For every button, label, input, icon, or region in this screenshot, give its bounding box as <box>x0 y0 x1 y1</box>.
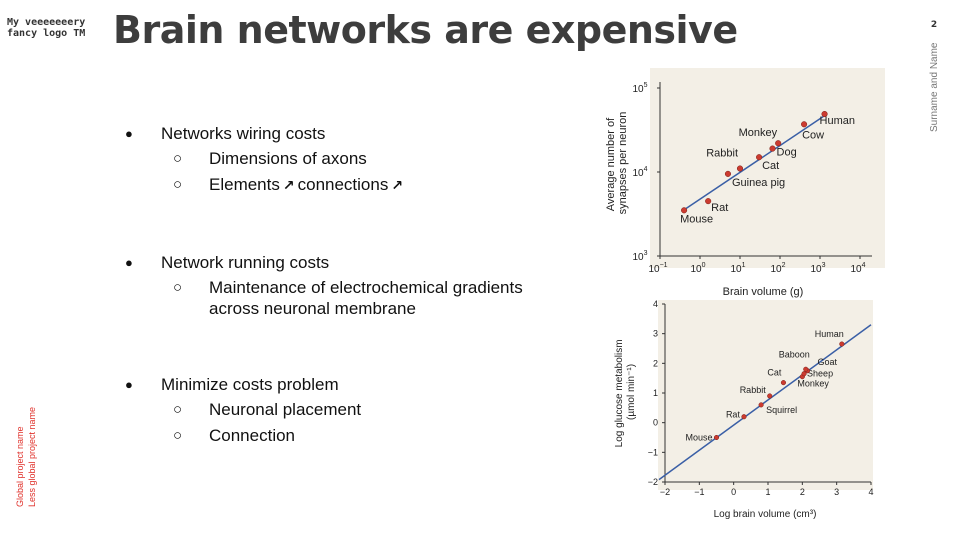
sub-bullet-gradients: Maintenance of electrochemical gradients… <box>173 277 569 319</box>
logo: My veeeeeeery fancy logo TM <box>7 17 107 39</box>
bullet-minimize-costs: Minimize costs problem <box>125 375 339 395</box>
elements-label: Elements <box>209 175 280 194</box>
chart1-background <box>650 68 885 268</box>
chart1-y-axis-label-line1: Average number of <box>605 117 617 211</box>
author-name: Surname and Name <box>929 42 940 133</box>
chart2-y-tick-label: 2 <box>653 358 658 368</box>
sub-bullet-connection: Connection <box>173 426 295 446</box>
chart2-point-sheep <box>801 371 807 377</box>
chart1-x-tick-label: 10−1 <box>648 262 667 275</box>
chart1-x-tick-label: 101 <box>730 262 745 275</box>
chart2-y-tick-label: −2 <box>648 477 658 487</box>
chart1-x-tick-label: 100 <box>690 262 705 275</box>
chart2-point-rabbit <box>767 393 773 399</box>
chart2-y-tick-label: 1 <box>653 388 658 398</box>
chart2-x-tick-label: 2 <box>800 487 805 497</box>
chart1-y-axis-label-line2: synapses per neuron <box>617 112 629 215</box>
chart1-label-mouse: Mouse <box>680 213 713 225</box>
bullet-wiring-costs: Networks wiring costs <box>125 124 325 144</box>
chart1-point-human <box>821 110 828 118</box>
chart2-y-axis-label-line2: (µmol min⁻¹) <box>626 364 637 420</box>
chart1-label-cat: Cat <box>762 160 779 172</box>
chart1-point-rabbit <box>736 165 744 172</box>
chart2-point-cat <box>780 380 786 386</box>
chart2-label-goat: Goat <box>817 357 837 367</box>
chart2-y-tick-label: 3 <box>653 329 658 339</box>
chart1-label-guinea-pig: Guinea pig <box>732 177 785 189</box>
chart2-point-baboon <box>803 366 809 372</box>
chart2-y-axis-label-line1: Log glucose metabolism <box>614 339 625 447</box>
chart2-point-mouse <box>713 434 720 441</box>
chart2-label-monkey: Monkey <box>797 379 829 389</box>
chart1-fit-line <box>681 113 828 212</box>
chart1-point-cow <box>801 121 808 128</box>
chart2-y-tick-label: −1 <box>648 447 658 457</box>
chart2-x-tick-label: −2 <box>660 487 670 497</box>
chart1-point-monkey <box>775 140 782 147</box>
chart1-point-rat <box>705 198 712 205</box>
bullet-running-costs: Network running costs <box>125 253 329 273</box>
glucose-vs-brain-volume-chart: −2 −1 0 1 2 3 4 −2 −1 0 1 2 3 4 Mouse Rat Squirrel Rabbit… <box>614 299 874 520</box>
connections-label: connections <box>297 175 389 194</box>
chart2-y-tick-label: 0 <box>653 418 658 428</box>
chart2-y-tick-label: 4 <box>653 299 658 309</box>
chart1-x-tick-label: 103 <box>810 262 825 275</box>
chart1-x-tick-label: 102 <box>770 262 785 275</box>
chart2-x-tick-label: 4 <box>868 487 873 497</box>
chart1-point-cat <box>756 154 763 161</box>
chart1-label-rat: Rat <box>711 202 728 214</box>
project-name: Global project name <box>15 426 25 507</box>
chart2-point-rat <box>741 414 747 420</box>
arrow-up-right-icon: ↗ <box>391 177 404 193</box>
logo-line-2: fancy logo TM <box>7 28 86 39</box>
chart2-background <box>658 300 873 490</box>
chart2-label-cat: Cat <box>767 368 782 378</box>
sub-project-name: Less global project name <box>27 406 37 507</box>
chart2-x-tick-label: 0 <box>731 487 736 497</box>
chart2-x-tick-label: 1 <box>765 487 770 497</box>
chart1-y-tick-label: 105 <box>632 82 647 95</box>
chart1-label-monkey: Monkey <box>739 127 778 139</box>
chart2-label-squirrel: Squirrel <box>766 405 797 415</box>
chart2-point-squirrel <box>758 402 764 408</box>
sub-bullet-axon-dimensions: Dimensions of axons <box>173 149 367 169</box>
chart2-y-axis-label: Log glucose metabolism (µmol min⁻¹) <box>614 337 637 448</box>
chart2-x-tick-label: 3 <box>834 487 839 497</box>
slide-title: Brain networks are expensive <box>113 8 738 52</box>
chart2-label-rabbit: Rabbit <box>740 385 767 395</box>
sub-bullet-neuronal-placement: Neuronal placement <box>173 400 361 420</box>
chart1-y-axis-label: Average number of synapses per neuron <box>605 112 629 215</box>
chart1-label-human: Human <box>820 115 855 127</box>
chart1-point-mouse <box>681 207 688 214</box>
logo-line-1: My veeeeeeery <box>7 17 86 28</box>
chart1-x-axis-label: Brain volume (g) <box>723 286 804 298</box>
chart2-point-human <box>839 341 845 347</box>
chart1-label-rabbit: Rabbit <box>706 148 738 160</box>
chart2-label-sheep: Sheep <box>807 369 833 379</box>
page-number: 2 <box>930 20 938 30</box>
chart2-label-human: Human <box>815 329 844 339</box>
arrow-up-right-icon: ↗ <box>282 177 295 193</box>
chart2-x-tick-label: −1 <box>694 487 704 497</box>
chart1-y-tick-label: 103 <box>632 250 647 263</box>
chart1-point-guinea-pig <box>724 170 732 177</box>
chart1-point-dog <box>769 145 776 152</box>
chart2-label-mouse: Mouse <box>685 433 712 443</box>
chart2-x-axis-label: Log brain volume (cm³) <box>714 509 817 520</box>
chart2-fit-line <box>658 324 872 481</box>
sub-bullet-elements-connections: Elements↗connections↗ <box>173 175 406 195</box>
chart2-label-baboon: Baboon <box>779 349 810 359</box>
chart1-y-tick-label: 104 <box>632 166 647 179</box>
chart2-label-rat: Rat <box>726 410 741 420</box>
chart1-label-dog: Dog <box>777 147 797 159</box>
chart1-x-tick-label: 104 <box>850 262 865 275</box>
chart1-label-cow: Cow <box>802 129 824 141</box>
